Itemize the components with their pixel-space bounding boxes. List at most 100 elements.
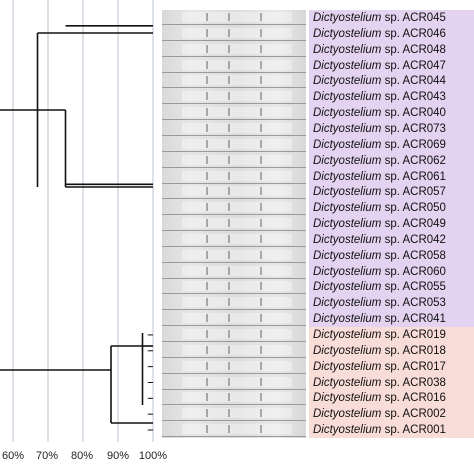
gel-band (228, 345, 230, 354)
strain-genus: Dictyostelium (313, 27, 382, 40)
gel-band (260, 234, 262, 243)
strain-genus: Dictyostelium (313, 202, 382, 215)
gel-lane (162, 279, 306, 295)
gel-band (228, 44, 230, 53)
gel-band (206, 314, 208, 323)
gel-band (228, 409, 230, 418)
strain-id: sp. ACR058 (381, 249, 446, 262)
strain-id: sp. ACR001 (381, 424, 446, 437)
gel-lane (162, 10, 306, 25)
gel-band (260, 361, 262, 370)
strain-genus: Dictyostelium (313, 376, 382, 389)
strain-label: Dictyostelium sp. ACR050 (309, 200, 474, 217)
strain-id: sp. ACR050 (381, 202, 446, 215)
strain-id: sp. ACR019 (381, 329, 446, 341)
strain-genus: Dictyostelium (313, 344, 382, 357)
gel-band (206, 123, 208, 132)
gel-band (206, 282, 208, 291)
gel-smear (182, 154, 292, 165)
gel-smear (182, 218, 292, 229)
axis-tick-80: 80% (70, 450, 94, 462)
gel-lane (162, 200, 306, 216)
strain-id: sp. ACR073 (381, 122, 446, 135)
gel-lane (162, 216, 306, 232)
gel-smear (182, 376, 292, 387)
gel-lane (162, 327, 306, 342)
strain-label: Dictyostelium sp. ACR055 (309, 279, 474, 296)
strain-id: sp. ACR043 (381, 91, 446, 104)
gel-band (206, 92, 208, 101)
gel-smear (182, 75, 292, 86)
gel-band (228, 393, 230, 402)
strain-genus: Dictyostelium (313, 360, 382, 373)
gel-band (228, 330, 230, 338)
gel-band (260, 219, 262, 228)
strain-label: Dictyostelium sp. ACR018 (309, 342, 474, 359)
strain-genus: Dictyostelium (313, 392, 382, 405)
strain-label: Dictyostelium sp. ACR058 (309, 247, 474, 264)
gel-smear (182, 408, 292, 419)
gel-band (206, 219, 208, 228)
gel-lane (162, 184, 306, 200)
gel-band (206, 330, 208, 338)
strain-genus: Dictyostelium (313, 233, 382, 246)
gel-band (260, 314, 262, 323)
strain-label: Dictyostelium sp. ACR017 (309, 358, 474, 375)
gel-band (260, 123, 262, 132)
gel-band (260, 203, 262, 212)
gel-lane (162, 89, 306, 105)
strain-label: Dictyostelium sp. ACR062 (309, 152, 474, 169)
gel-lane (162, 343, 306, 358)
strain-id: sp. ACR060 (381, 265, 446, 278)
gel-band (260, 298, 262, 307)
strain-genus: Dictyostelium (313, 329, 382, 341)
gel-band (260, 60, 262, 69)
axis-tick-70: 70% (35, 450, 59, 462)
axis-tick-100: 100% (138, 450, 168, 462)
strain-genus: Dictyostelium (313, 75, 382, 88)
gel-lane (162, 232, 306, 247)
strain-label: Dictyostelium sp. ACR044 (309, 73, 474, 90)
gel-smear (182, 424, 292, 435)
gel-band (206, 345, 208, 354)
strain-label: Dictyostelium sp. ACR038 (309, 374, 474, 391)
strain-id: sp. ACR018 (381, 344, 446, 357)
gel-band (228, 203, 230, 212)
strain-genus: Dictyostelium (313, 281, 382, 294)
strain-id: sp. ACR044 (381, 75, 446, 88)
strain-genus: Dictyostelium (313, 154, 382, 167)
strain-id: sp. ACR042 (381, 233, 446, 246)
strain-label: Dictyostelium sp. ACR045 (309, 10, 474, 26)
gel-smear (182, 43, 292, 54)
strain-label: Dictyostelium sp. ACR016 (309, 390, 474, 407)
strain-label: Dictyostelium sp. ACR069 (309, 136, 474, 153)
gel-smear (182, 170, 292, 181)
strain-label: Dictyostelium sp. ACR060 (309, 263, 474, 280)
gel-smear (182, 297, 292, 308)
gel-band (206, 13, 208, 21)
gel-band (206, 44, 208, 53)
gel-smear (182, 329, 292, 339)
gel-band (260, 92, 262, 101)
strain-id: sp. ACR045 (381, 12, 446, 24)
gel-band (228, 187, 230, 196)
strain-label-list: Dictyostelium sp. ACR045 Dictyostelium sp… (309, 10, 474, 439)
strain-genus: Dictyostelium (313, 186, 382, 199)
strain-genus: Dictyostelium (313, 249, 382, 262)
strain-id: sp. ACR017 (381, 360, 446, 373)
gel-band (260, 13, 262, 21)
gel-band (228, 219, 230, 228)
gel-lane (162, 375, 306, 390)
gel-band (260, 425, 262, 434)
gel-band (206, 409, 208, 418)
gel-band (206, 266, 208, 275)
gel-band (228, 266, 230, 275)
gel-lane (162, 295, 306, 311)
gel-band (260, 76, 262, 85)
strain-genus: Dictyostelium (313, 265, 382, 278)
strain-genus: Dictyostelium (313, 122, 382, 135)
strain-genus: Dictyostelium (313, 424, 382, 437)
gel-lane (162, 137, 306, 152)
strain-genus: Dictyostelium (313, 170, 382, 183)
